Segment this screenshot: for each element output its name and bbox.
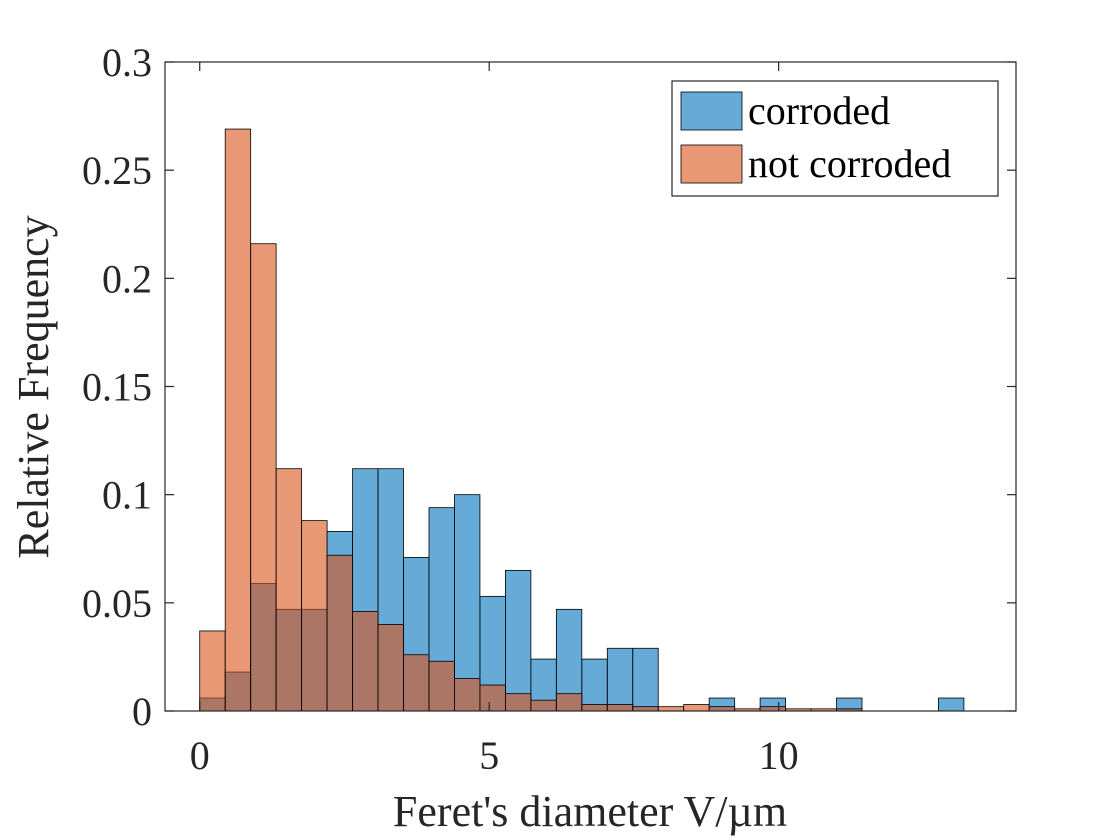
bar-not-corroded-6 xyxy=(352,611,379,712)
y-axis-label: Relative Frequency xyxy=(9,215,58,558)
bar-corroded-17 xyxy=(632,647,659,712)
y-tick-label-6: 0.3 xyxy=(102,40,152,85)
bar-corroded-12 xyxy=(504,569,532,712)
bar-corroded-21 xyxy=(938,697,965,712)
y-tick-label-5: 0.25 xyxy=(82,148,152,193)
bar-not-corroded-13 xyxy=(530,699,557,712)
bars-layer xyxy=(199,128,965,712)
legend-label-corroded: corroded xyxy=(748,88,890,133)
bar-not-corroded-10 xyxy=(454,678,481,712)
y-tick-label-4: 0.2 xyxy=(102,256,152,301)
bar-not-corroded-20 xyxy=(708,706,736,712)
bar-not-corroded-18 xyxy=(657,706,685,712)
ticks-layer: 0 5 10 0 0.05 0.1 0.15 0.2 0.25 0.3 xyxy=(82,40,1016,778)
legend: corroded not corroded xyxy=(671,80,999,197)
x-tick-label-0: 0 xyxy=(190,733,210,778)
x-tick-label-1: 5 xyxy=(479,733,499,778)
bar-corroded-16 xyxy=(606,647,634,712)
bar-not-corroded-22 xyxy=(759,706,786,712)
bar-not-corroded-14 xyxy=(555,693,583,712)
bar-not-corroded-17 xyxy=(632,706,659,712)
y-tick-label-1: 0.05 xyxy=(82,581,152,626)
legend-swatch-corroded xyxy=(680,91,743,131)
bar-not-corroded-8 xyxy=(403,654,430,712)
bar-corroded-10 xyxy=(454,494,481,712)
x-tick-label-2: 10 xyxy=(759,733,799,778)
bar-not-corroded-15 xyxy=(581,704,608,712)
bar-corroded-15 xyxy=(581,658,608,712)
bar-not-corroded-3 xyxy=(275,468,303,712)
bar-not-corroded-9 xyxy=(428,660,455,712)
legend-label-not-corroded: not corroded xyxy=(748,141,951,186)
bar-not-corroded-4 xyxy=(301,520,328,712)
bar-not-corroded-1 xyxy=(224,128,252,712)
bar-not-corroded-16 xyxy=(606,704,634,712)
legend-swatch-not-corroded xyxy=(680,144,743,184)
bar-not-corroded-19 xyxy=(683,704,710,712)
bar-not-corroded-0 xyxy=(199,630,226,712)
bar-not-corroded-11 xyxy=(479,684,506,712)
bar-not-corroded-5 xyxy=(326,554,353,712)
bar-not-corroded-2 xyxy=(250,243,277,712)
y-tick-label-0: 0 xyxy=(132,689,152,734)
bar-not-corroded-7 xyxy=(377,624,404,712)
y-tick-label-2: 0.1 xyxy=(102,473,152,518)
bar-not-corroded-12 xyxy=(504,693,532,712)
x-axis-label: Feret's diameter V/µm xyxy=(393,787,787,836)
y-tick-label-3: 0.15 xyxy=(82,365,152,410)
